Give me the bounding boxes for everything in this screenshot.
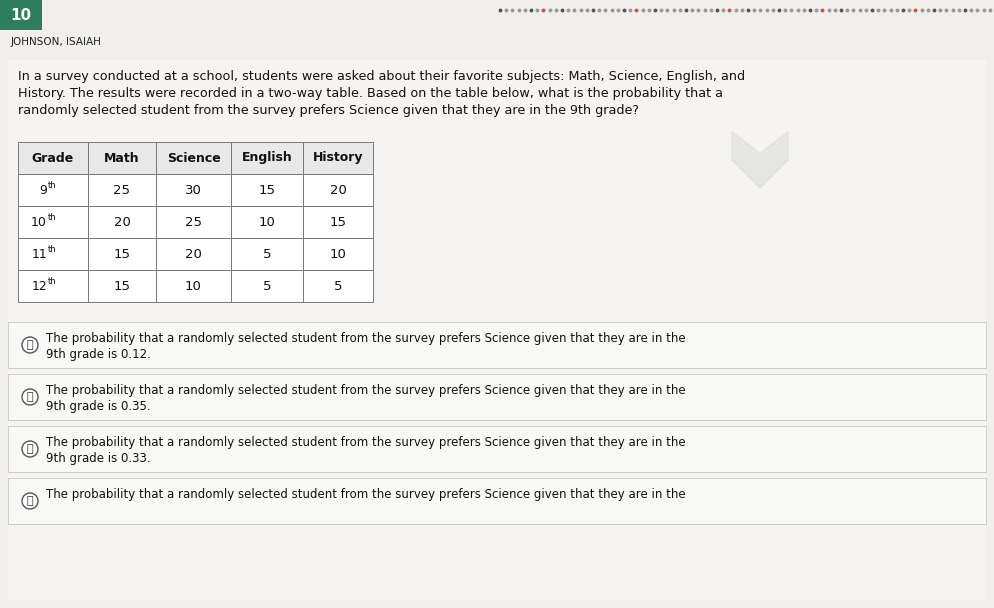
Text: Ⓒ: Ⓒ bbox=[27, 444, 34, 454]
Bar bbox=[303, 270, 373, 302]
Text: English: English bbox=[242, 151, 292, 165]
Text: 20: 20 bbox=[185, 247, 202, 260]
Bar bbox=[156, 270, 231, 302]
Bar bbox=[18, 270, 88, 302]
Text: Ⓓ: Ⓓ bbox=[27, 496, 34, 506]
Text: randomly selected student from the survey prefers Science given that they are in: randomly selected student from the surve… bbox=[18, 104, 639, 117]
Bar bbox=[18, 206, 88, 238]
Text: 15: 15 bbox=[258, 184, 275, 196]
Text: 5: 5 bbox=[262, 280, 271, 292]
Text: Math: Math bbox=[104, 151, 140, 165]
Text: 10: 10 bbox=[258, 215, 275, 229]
Text: The probability that a randomly selected student from the survey prefers Science: The probability that a randomly selected… bbox=[46, 488, 686, 501]
Bar bbox=[8, 374, 986, 420]
Text: The probability that a randomly selected student from the survey prefers Science: The probability that a randomly selected… bbox=[46, 436, 686, 449]
Bar bbox=[231, 238, 303, 270]
Bar bbox=[88, 270, 156, 302]
Text: 10: 10 bbox=[185, 280, 202, 292]
Bar bbox=[231, 142, 303, 174]
Bar bbox=[231, 174, 303, 206]
Bar bbox=[0, 0, 42, 30]
Bar bbox=[88, 206, 156, 238]
Bar bbox=[231, 206, 303, 238]
Text: 10: 10 bbox=[330, 247, 347, 260]
Bar bbox=[88, 174, 156, 206]
Text: JOHNSON, ISAIAH: JOHNSON, ISAIAH bbox=[11, 37, 101, 47]
Text: th: th bbox=[48, 277, 57, 286]
Text: 25: 25 bbox=[113, 184, 130, 196]
Text: Science: Science bbox=[167, 151, 221, 165]
Bar bbox=[88, 238, 156, 270]
Text: Ⓑ: Ⓑ bbox=[27, 392, 34, 402]
Bar bbox=[303, 238, 373, 270]
Circle shape bbox=[22, 493, 38, 509]
Bar bbox=[88, 142, 156, 174]
Text: 30: 30 bbox=[185, 184, 202, 196]
Text: 15: 15 bbox=[329, 215, 347, 229]
Bar bbox=[18, 238, 88, 270]
Text: 15: 15 bbox=[113, 280, 130, 292]
Text: 10: 10 bbox=[31, 215, 47, 229]
Text: 5: 5 bbox=[334, 280, 342, 292]
Bar bbox=[8, 426, 986, 472]
Text: 10: 10 bbox=[11, 7, 32, 22]
Text: 9th grade is 0.35.: 9th grade is 0.35. bbox=[46, 400, 151, 413]
Bar bbox=[8, 478, 986, 524]
Bar bbox=[303, 206, 373, 238]
Circle shape bbox=[22, 337, 38, 353]
Bar bbox=[8, 322, 986, 368]
Text: 5: 5 bbox=[262, 247, 271, 260]
Bar bbox=[303, 174, 373, 206]
Text: th: th bbox=[48, 213, 57, 221]
Circle shape bbox=[22, 441, 38, 457]
Text: 20: 20 bbox=[113, 215, 130, 229]
Text: 20: 20 bbox=[330, 184, 347, 196]
Text: 9th grade is 0.12.: 9th grade is 0.12. bbox=[46, 348, 151, 361]
Text: 25: 25 bbox=[185, 215, 202, 229]
Text: 11: 11 bbox=[31, 247, 47, 260]
Text: History: History bbox=[313, 151, 363, 165]
Text: 12: 12 bbox=[31, 280, 47, 292]
Text: The probability that a randomly selected student from the survey prefers Science: The probability that a randomly selected… bbox=[46, 332, 686, 345]
Text: In a survey conducted at a school, students were asked about their favorite subj: In a survey conducted at a school, stude… bbox=[18, 70, 746, 83]
Text: 9: 9 bbox=[39, 184, 47, 196]
Text: Ⓐ: Ⓐ bbox=[27, 340, 34, 350]
Text: th: th bbox=[48, 181, 57, 190]
Bar bbox=[303, 142, 373, 174]
Bar bbox=[156, 142, 231, 174]
Bar bbox=[18, 174, 88, 206]
Bar bbox=[156, 174, 231, 206]
Polygon shape bbox=[732, 132, 788, 188]
Text: Grade: Grade bbox=[32, 151, 75, 165]
Circle shape bbox=[22, 389, 38, 405]
Bar bbox=[156, 238, 231, 270]
Text: th: th bbox=[48, 244, 57, 254]
Text: 15: 15 bbox=[113, 247, 130, 260]
Bar bbox=[18, 142, 88, 174]
Bar bbox=[231, 270, 303, 302]
Text: History. The results were recorded in a two-way table. Based on the table below,: History. The results were recorded in a … bbox=[18, 87, 723, 100]
Bar bbox=[156, 206, 231, 238]
Text: The probability that a randomly selected student from the survey prefers Science: The probability that a randomly selected… bbox=[46, 384, 686, 397]
Text: 9th grade is 0.33.: 9th grade is 0.33. bbox=[46, 452, 151, 465]
